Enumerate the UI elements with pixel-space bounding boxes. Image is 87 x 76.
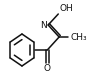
Text: N: N [41,21,47,29]
Text: CH₃: CH₃ [70,33,87,41]
Text: OH: OH [59,4,73,13]
Text: O: O [44,64,51,73]
